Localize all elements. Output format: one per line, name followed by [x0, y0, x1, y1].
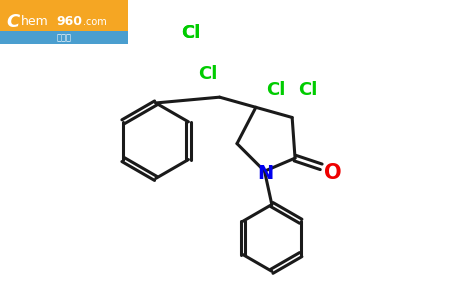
- Text: Cl: Cl: [198, 65, 218, 83]
- Text: N: N: [257, 164, 273, 183]
- Text: O: O: [324, 163, 342, 183]
- Text: Cl: Cl: [266, 81, 286, 99]
- Text: Cl: Cl: [299, 81, 318, 99]
- Text: hem: hem: [20, 16, 48, 28]
- Text: Cl: Cl: [181, 24, 200, 42]
- Text: 化工网: 化工网: [56, 34, 72, 42]
- FancyBboxPatch shape: [0, 32, 128, 44]
- Text: C: C: [7, 13, 19, 31]
- Text: Cl: Cl: [181, 24, 200, 42]
- FancyBboxPatch shape: [0, 0, 128, 44]
- Text: .com: .com: [83, 17, 107, 27]
- Text: 960: 960: [56, 16, 82, 28]
